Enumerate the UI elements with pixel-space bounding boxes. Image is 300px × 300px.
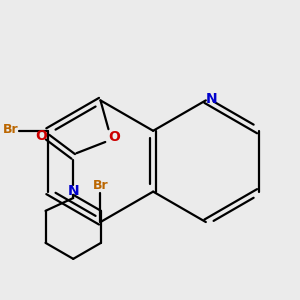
Text: Br: Br [3, 124, 19, 136]
Text: O: O [35, 129, 47, 142]
Text: Br: Br [93, 179, 108, 192]
Text: N: N [68, 184, 79, 198]
Text: O: O [108, 130, 120, 144]
Text: N: N [206, 92, 217, 106]
